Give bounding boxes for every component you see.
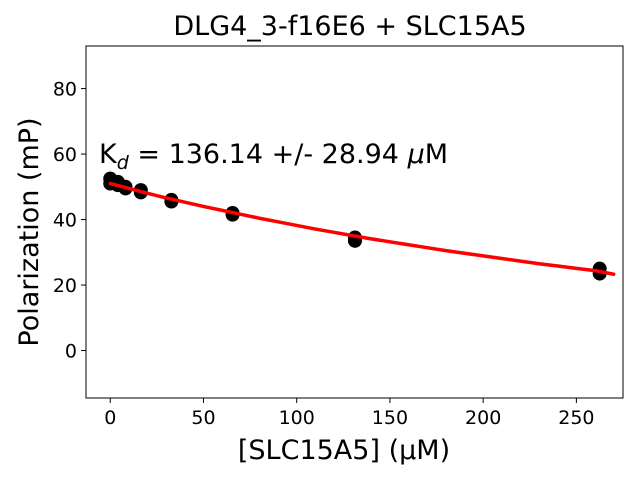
y-tick-label: 40 <box>53 210 77 232</box>
x-tick-label: 100 <box>279 407 315 429</box>
x-tick-label: 250 <box>558 407 594 429</box>
x-tick-label: 0 <box>104 407 116 429</box>
annotation-unit: M <box>425 139 448 170</box>
x-tick-label: 200 <box>465 407 501 429</box>
y-tick-label: 60 <box>53 144 77 166</box>
y-axis-label: Polarization (mP) <box>14 117 45 346</box>
y-tick-label: 80 <box>53 79 77 101</box>
annotation-subscript: d <box>117 152 130 174</box>
y-tick-label: 20 <box>53 275 77 297</box>
annotation-prefix: K <box>99 139 118 170</box>
annotation: Kd = 136.14 +/- 28.94 μM <box>99 139 448 174</box>
x-tick-label: 50 <box>191 407 215 429</box>
chart-title: DLG4_3-f16E6 + SLC15A5 <box>173 11 526 42</box>
annotation-text: = 136.14 +/- 28.94 <box>129 139 408 170</box>
annotation-unit-symbol: μ <box>407 139 425 170</box>
x-tick-label: 150 <box>372 407 408 429</box>
plot-frame <box>85 45 624 399</box>
y-tick-label: 0 <box>65 341 77 363</box>
x-axis-label: [SLC15A5] (μM) <box>238 435 450 466</box>
fit-curve <box>108 181 616 276</box>
